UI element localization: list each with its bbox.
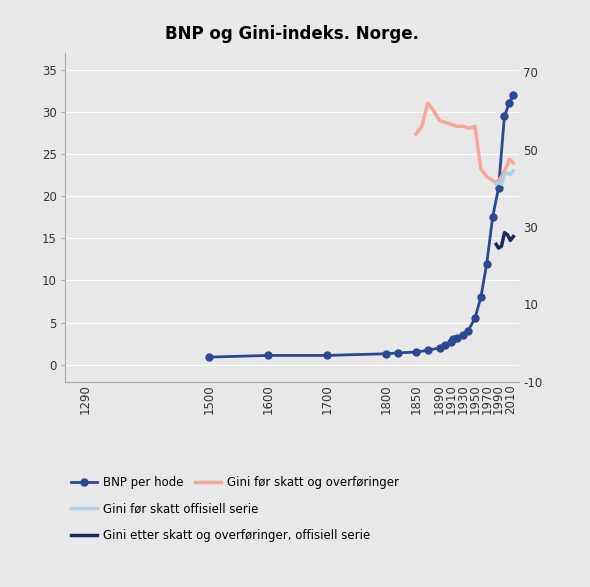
Title: BNP og Gini-indeks. Norge.: BNP og Gini-indeks. Norge.: [165, 25, 419, 43]
Legend: Gini etter skatt og overføringer, offisiell serie: Gini etter skatt og overføringer, offisi…: [71, 529, 370, 542]
